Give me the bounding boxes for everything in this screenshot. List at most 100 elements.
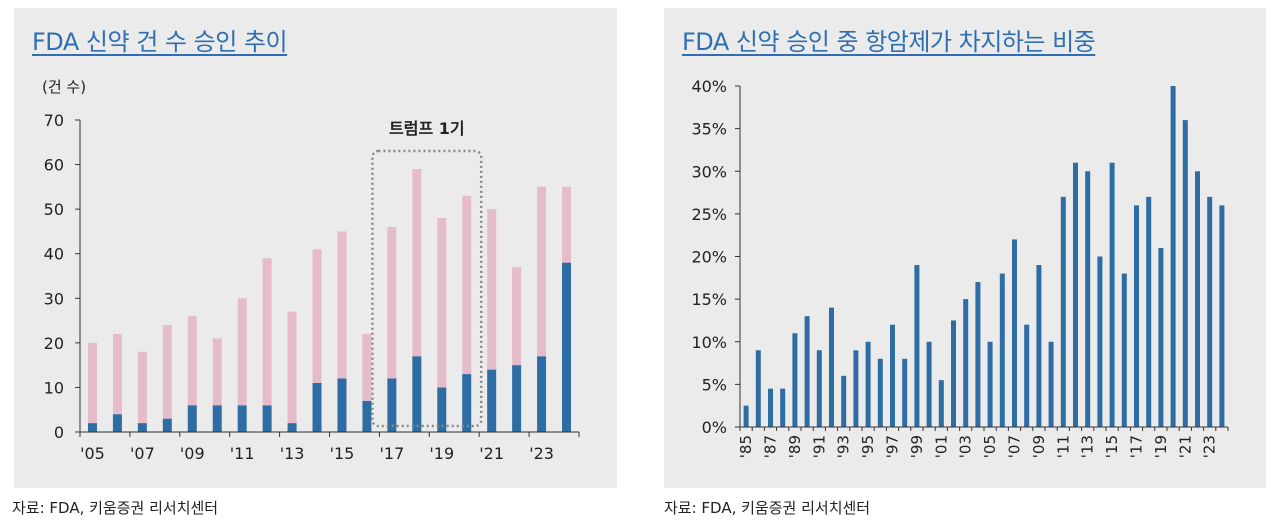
left-bar-segment-base bbox=[362, 400, 372, 432]
left-bar-segment-top bbox=[162, 325, 172, 419]
left-unit-label: (건 수) bbox=[42, 78, 86, 96]
left-bar-segment-top bbox=[187, 316, 197, 406]
right-x-tick-label: '11 bbox=[1054, 435, 1072, 458]
left-x-tick-label: '05 bbox=[80, 444, 105, 463]
left-x-tick-label: '09 bbox=[180, 444, 205, 463]
right-x-tick-label: '91 bbox=[810, 435, 828, 458]
left-bar-segment-base bbox=[312, 382, 322, 432]
left-source-note: 자료: FDA, 키움증권 리서치센터 bbox=[12, 499, 219, 517]
right-x-tick-label: '95 bbox=[859, 435, 877, 458]
right-bar bbox=[1048, 341, 1054, 427]
right-bar bbox=[755, 350, 761, 427]
left-bar-segment-top bbox=[487, 209, 497, 370]
left-chart-panel: FDA 신약 건 수 승인 추이 (건 수) 0 10 20 30 40 50 60 70 '05… bbox=[14, 8, 617, 488]
right-x-tick-label: '21 bbox=[1176, 435, 1194, 458]
right-y-tick-label: 30% bbox=[691, 162, 727, 181]
left-bar-segment-base bbox=[487, 369, 497, 432]
right-x-tick-label: '23 bbox=[1201, 435, 1219, 458]
left-bar-segment-base bbox=[437, 387, 447, 432]
left-x-tick-label: '23 bbox=[529, 444, 554, 463]
left-x-tick-label: '21 bbox=[479, 444, 504, 463]
right-bar bbox=[999, 273, 1005, 427]
right-chart-title: FDA 신약 승인 중 항암제가 차지하는 비중 bbox=[682, 28, 1096, 56]
left-bar-segment-top bbox=[387, 226, 397, 379]
left-bar-segment-top bbox=[312, 249, 322, 383]
left-y-tick-label: 10 bbox=[44, 378, 64, 397]
right-y-tick-label: 0% bbox=[702, 418, 727, 437]
right-bar bbox=[1060, 196, 1066, 427]
right-source-note: 자료: FDA, 키움증권 리서치센터 bbox=[664, 499, 871, 517]
left-x-tick-label: '19 bbox=[429, 444, 454, 463]
right-y-tick-label: 35% bbox=[691, 120, 727, 139]
right-bar bbox=[804, 316, 810, 427]
right-x-tick-label: '19 bbox=[1152, 435, 1170, 458]
left-x-tick-label: '07 bbox=[130, 444, 155, 463]
right-bar bbox=[951, 320, 956, 427]
left-bar-segment-base bbox=[262, 405, 272, 432]
right-bar bbox=[816, 350, 822, 427]
right-x-tick-label: '89 bbox=[786, 435, 804, 458]
right-x-tick-label: '17 bbox=[1128, 435, 1146, 458]
left-bar-segment-top bbox=[512, 267, 522, 366]
left-bar-segment-base bbox=[162, 418, 172, 432]
left-bar-segment-base bbox=[87, 423, 97, 432]
left-bar-segment-top bbox=[362, 333, 372, 401]
right-bar bbox=[890, 324, 895, 427]
trump-term-label: 트럼프 1기 bbox=[389, 119, 465, 138]
right-x-tick-label: '05 bbox=[981, 435, 999, 458]
left-bar-segment-top bbox=[212, 338, 222, 406]
right-bar bbox=[938, 380, 944, 427]
left-bar-segment-base bbox=[287, 423, 297, 432]
right-bar bbox=[1195, 171, 1200, 427]
left-bar-segment-base bbox=[212, 405, 222, 432]
left-bar-segment-base bbox=[512, 365, 522, 432]
left-bar-segment-top bbox=[437, 218, 447, 388]
right-bar bbox=[1085, 171, 1091, 427]
right-bar bbox=[1182, 120, 1188, 427]
left-bar-segment-base bbox=[387, 378, 397, 432]
right-bar bbox=[902, 358, 908, 427]
right-bar bbox=[926, 341, 932, 427]
left-y-tick-label: 60 bbox=[44, 156, 64, 175]
left-bar-segment-top bbox=[287, 311, 297, 424]
right-bar bbox=[841, 375, 847, 427]
left-x-tick-label: '11 bbox=[230, 444, 255, 463]
left-bar-segment-top bbox=[112, 333, 122, 415]
left-bar-segment-base bbox=[462, 374, 472, 432]
left-bar-segment-base bbox=[237, 405, 247, 432]
right-bar bbox=[743, 405, 749, 427]
left-y-tick-label: 0 bbox=[54, 423, 64, 442]
right-x-tick-label: '01 bbox=[932, 435, 950, 458]
right-x-tick-label: '93 bbox=[835, 435, 853, 458]
left-y-tick-label: 30 bbox=[44, 289, 64, 308]
right-bar bbox=[1219, 205, 1225, 427]
trump-term-highlight-box bbox=[371, 149, 483, 428]
right-bar bbox=[877, 358, 883, 427]
right-x-tick-label: '13 bbox=[1079, 435, 1097, 458]
right-bar bbox=[1158, 247, 1164, 427]
left-bar-segment-top bbox=[562, 186, 572, 263]
right-bar bbox=[1121, 273, 1127, 427]
right-bar-chart: 0% 5% 10% 15% 20% 25% 30% 35% 40% '85 '87 '89 '91 '93… bbox=[691, 77, 1229, 458]
left-y-tick-label: 20 bbox=[44, 334, 64, 353]
right-y-tick-label: 25% bbox=[691, 205, 727, 224]
left-bar-segment-top bbox=[462, 195, 472, 375]
right-x-tick-label: '99 bbox=[908, 435, 926, 458]
right-y-tick-label: 40% bbox=[691, 77, 727, 96]
right-x-tick-label: '03 bbox=[957, 435, 975, 458]
right-bar bbox=[780, 388, 786, 427]
right-y-tick-label: 10% bbox=[691, 333, 727, 352]
right-bar bbox=[768, 388, 773, 427]
left-bar-segment-base bbox=[187, 405, 197, 432]
left-bar-segment-top bbox=[412, 169, 422, 357]
right-x-tick-label: '15 bbox=[1103, 435, 1121, 458]
left-bar-segment-top bbox=[237, 298, 247, 406]
right-bar bbox=[1134, 205, 1139, 427]
right-bar bbox=[1207, 196, 1213, 427]
right-x-tick-label: '85 bbox=[737, 435, 755, 458]
right-bar bbox=[829, 307, 834, 427]
left-x-tick-label: '17 bbox=[379, 444, 404, 463]
right-bar bbox=[792, 333, 798, 427]
left-bar-chart: (건 수) 0 10 20 30 40 50 60 70 '05 '07 '09 '11 '13 '15 '1… bbox=[42, 78, 580, 463]
right-bar bbox=[1012, 239, 1017, 427]
